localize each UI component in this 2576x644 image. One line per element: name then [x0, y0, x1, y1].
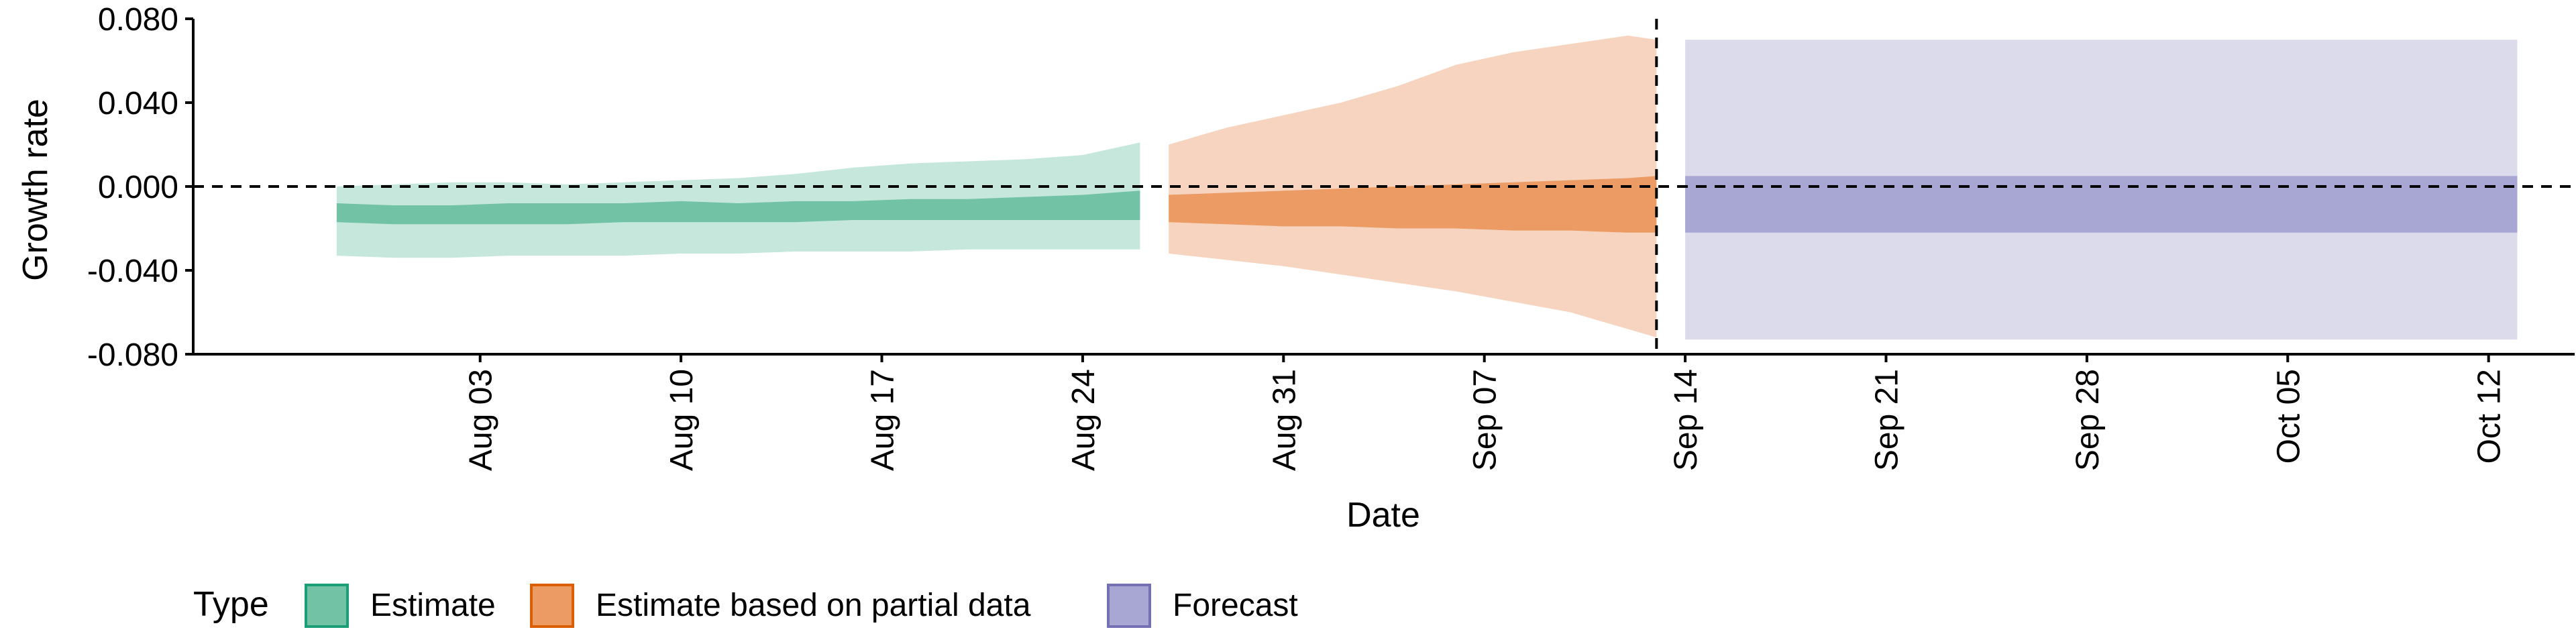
x-tick-label: Sep 28 [2070, 369, 2106, 471]
x-tick-label: Sep 07 [1468, 369, 1503, 471]
legend-title: Type [193, 585, 269, 624]
y-tick-label: -0.080 [87, 337, 178, 373]
x-tick-label: Sep 21 [1870, 369, 1905, 471]
x-tick-label: Aug 24 [1066, 369, 1102, 471]
x-axis-label: Date [1346, 496, 1420, 535]
axes: -0.080 -0.040 0.000 0.040 0.080 Aug 03 Aug 10 A… [87, 2, 2575, 471]
y-tick-label: 0.000 [98, 170, 178, 205]
x-tick-label: Aug 17 [865, 369, 901, 471]
x-tick-label: Oct 05 [2271, 369, 2306, 464]
ribbon-inner-estimate [336, 191, 1140, 225]
legend-label-estimate-based-on-partial-data: Estimate based on partial data [596, 588, 1031, 623]
x-tick-label: Aug 03 [464, 369, 499, 471]
legend-key-forecast [1107, 584, 1151, 628]
x-tick-label: Aug 10 [664, 369, 700, 471]
reference-lines [193, 19, 2575, 354]
y-tick-label: 0.080 [98, 2, 178, 38]
x-tick-label: Oct 12 [2472, 369, 2508, 464]
ribbon-inner-forecast [1685, 176, 2518, 233]
y-tick-label: 0.040 [98, 86, 178, 121]
x-tick-label: Sep 14 [1668, 369, 1704, 471]
legend-label-estimate: Estimate [370, 588, 496, 623]
ribbon-inner-estimate-based-on-partial-data [1169, 176, 1657, 233]
y-axis-label: Growth rate [16, 99, 55, 281]
x-tick-label: Aug 31 [1267, 369, 1302, 471]
legend-key-estimate [305, 584, 349, 628]
legend-label-forecast: Forecast [1173, 588, 1298, 623]
legend-key-estimate-based-on-partial-data [530, 584, 574, 628]
series-layer [336, 36, 2518, 340]
y-tick-label: -0.040 [87, 254, 178, 289]
legend: Type Estimate Estimate based on partial d… [193, 584, 1298, 628]
ribbon-outer-estimate [336, 142, 1140, 258]
